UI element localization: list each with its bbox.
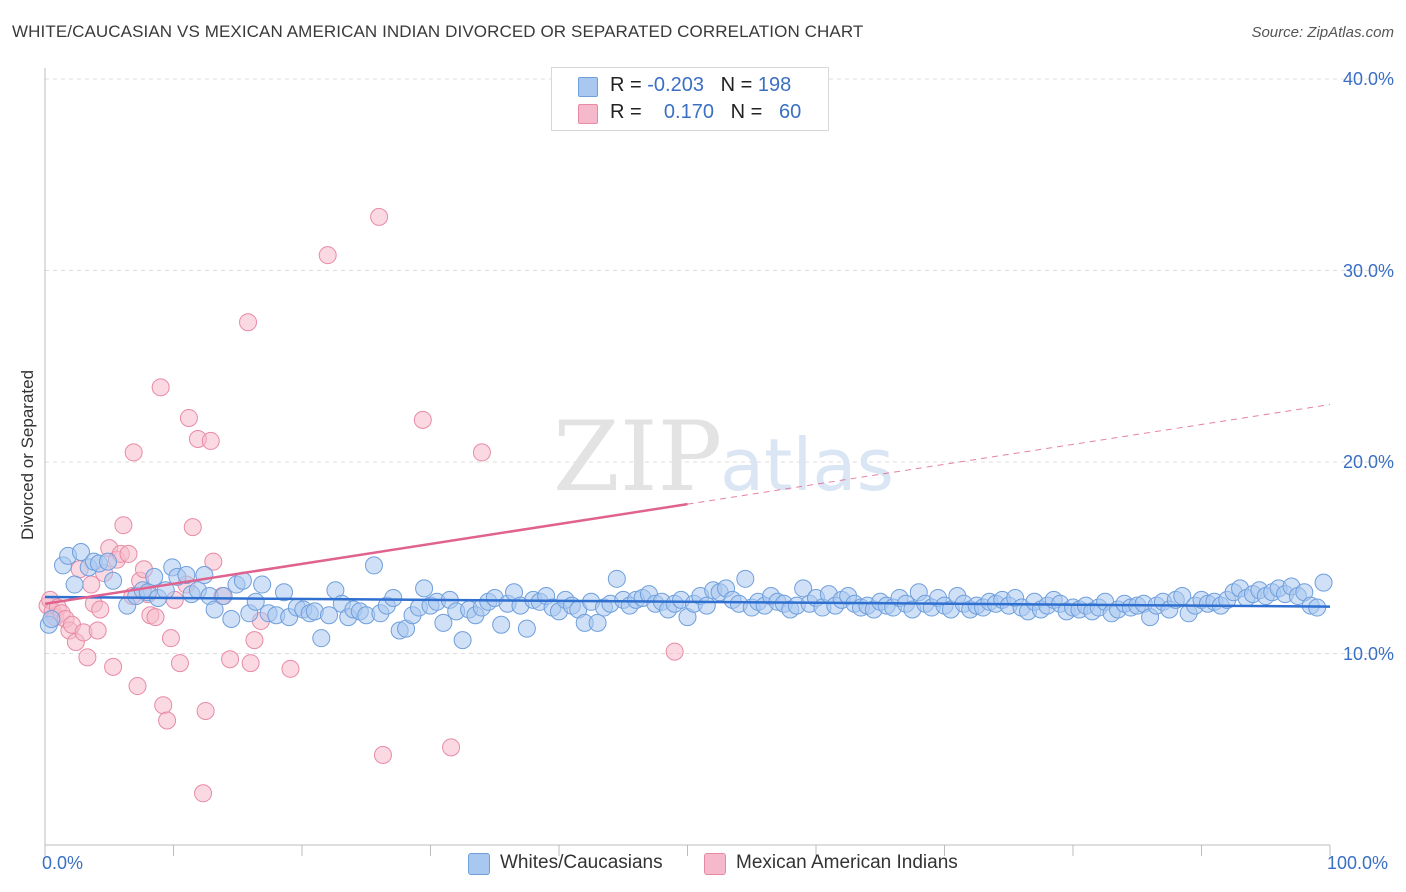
white-caucasian-point — [736, 569, 755, 588]
mexican-american-indian-point — [204, 552, 223, 571]
mexican-american-indian-point — [179, 408, 198, 427]
mexican-american-indian-point — [245, 631, 264, 650]
source-label: Source: ZipAtlas.com — [1251, 24, 1394, 41]
r-value: -0.203 — [647, 74, 704, 96]
y-tick-label-10: 10.0% — [1342, 643, 1394, 664]
white-caucasian-point — [65, 575, 84, 594]
mexican-american-indian-point — [146, 608, 165, 627]
r-label: R = — [610, 101, 648, 123]
mexican-american-indian-point — [194, 784, 213, 803]
y-tick-label-40: 40.0% — [1342, 69, 1394, 89]
white-caucasian-point — [1314, 573, 1333, 592]
white-caucasian-point — [697, 596, 716, 615]
white-caucasian-point — [517, 619, 536, 638]
white-caucasian-point — [253, 575, 272, 594]
legend-swatch-pink — [704, 853, 726, 875]
mexican-american-indian-point — [201, 431, 220, 450]
mexican-american-indian-point — [170, 654, 189, 673]
mexican-american-indian-point — [370, 207, 389, 226]
watermark-atlas: atlas — [720, 423, 894, 507]
mexican-american-indian-point — [442, 738, 461, 757]
watermark-zip: ZIP — [553, 401, 722, 513]
stats-legend: R = -0.203 N = 198 R = 0.170 N = 60 — [551, 67, 829, 131]
mexican-american-indian-point — [183, 518, 202, 537]
white-caucasian-point — [222, 610, 241, 629]
legend-swatch-pink — [578, 104, 598, 124]
white-caucasian-points — [39, 543, 1333, 650]
mexican-american-indian-point — [318, 246, 337, 265]
n-value: 198 — [757, 74, 792, 96]
white-caucasian-point — [607, 569, 626, 588]
stats-text: R = -0.203 N = 198 — [610, 74, 791, 97]
mexican-american-indian-point — [91, 600, 110, 619]
trend-lines — [44, 404, 1331, 608]
stats-text: R = 0.170 N = 60 — [610, 101, 801, 124]
mexican-american-indian-point — [119, 544, 138, 563]
mexican-american-indian-point — [124, 443, 143, 462]
white-caucasian-point — [42, 610, 61, 629]
r-value: 0.170 — [663, 101, 714, 123]
white-caucasian-point — [364, 556, 383, 575]
white-caucasian-point — [312, 629, 331, 648]
mexican-american-indian-point — [104, 657, 123, 676]
legend-swatch-blue — [468, 853, 490, 875]
mexican-american-indian-point — [88, 621, 107, 640]
mexican-american-indian-point — [281, 659, 300, 678]
mexican-american-indian-point — [241, 654, 260, 673]
mexican-american-indian-point — [158, 711, 177, 730]
axes — [44, 68, 1331, 856]
mexican-american-indian-point — [373, 745, 392, 764]
white-caucasian-point — [98, 552, 117, 571]
white-caucasian-trend-line — [44, 595, 1331, 608]
mexican-american-indian-point — [154, 696, 173, 715]
white-caucasian-point — [384, 588, 403, 607]
mexican-american-indian-point — [161, 629, 180, 648]
mexican-american-indian-trend-line — [44, 502, 688, 605]
x-tick-label-max: 100.0% — [1327, 853, 1389, 873]
mexican-american-indian-point — [196, 701, 215, 720]
mexican-american-indian-point — [472, 443, 491, 462]
mexican-american-indian-point — [221, 650, 240, 669]
white-caucasian-point — [104, 571, 123, 590]
white-caucasian-point — [275, 583, 294, 602]
mexican-american-indian-point — [665, 642, 684, 661]
legend-swatch-blue — [578, 77, 598, 97]
mexican-american-indian-point — [413, 410, 432, 429]
white-caucasian-point — [205, 600, 224, 619]
mexican-american-indian-trend-extension — [687, 404, 1331, 505]
mexican-american-indian-point — [78, 648, 97, 667]
n-value: 60 — [779, 101, 802, 123]
white-caucasian-point — [453, 631, 472, 650]
mexican-american-indian-point — [239, 313, 258, 332]
white-caucasian-point — [319, 606, 338, 625]
legend-label: Mexican American Indians — [736, 852, 958, 873]
white-caucasian-point — [71, 543, 90, 562]
white-caucasian-point — [214, 587, 233, 606]
mexican-american-indian-point — [114, 516, 133, 535]
white-caucasian-point — [177, 565, 196, 584]
mexican-american-indian-points — [38, 207, 684, 803]
white-caucasian-point — [415, 579, 434, 598]
r-label: R = — [610, 74, 648, 96]
white-caucasian-point — [434, 613, 453, 632]
n-label: N = — [730, 101, 768, 123]
legend-label: Whites/Caucasians — [500, 852, 663, 873]
x-tick-label-min: 0.0% — [42, 853, 84, 873]
white-caucasian-point — [492, 615, 511, 634]
mexican-american-indian-point — [128, 677, 147, 696]
grid-lines — [45, 78, 1394, 654]
white-caucasian-point — [794, 579, 813, 598]
y-tick-label-20: 20.0% — [1342, 452, 1394, 472]
white-caucasian-point — [588, 613, 607, 632]
y-axis-label: Divorced or Separated — [18, 369, 37, 541]
mexican-american-indian-point — [151, 378, 170, 397]
n-label: N = — [720, 74, 758, 96]
white-caucasian-point — [145, 567, 164, 586]
y-tick-label-30: 30.0% — [1342, 260, 1394, 281]
chart-title: WHITE/CAUCASIAN VS MEXICAN AMERICAN INDI… — [12, 22, 864, 41]
watermark: ZIP atlas — [553, 401, 894, 513]
